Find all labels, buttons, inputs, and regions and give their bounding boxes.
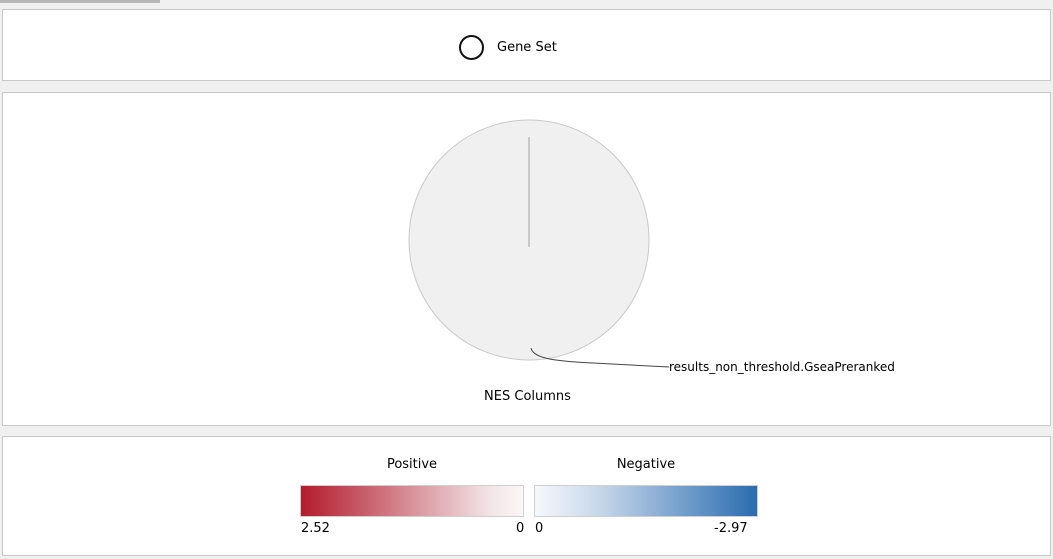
positive-min-label: 2.52 (301, 521, 330, 536)
pie-chart-svg: results_non_threshold.GseaPreranked (408, 119, 895, 374)
positive-title: Positive (386, 457, 438, 472)
window-top-strip (0, 0, 1053, 5)
color-legend-panel: Positive Negative 2.52 0 0 -2.97 (2, 436, 1051, 556)
negative-max-label: -2.97 (714, 521, 748, 536)
circle-node-icon (459, 34, 484, 60)
slice-label: results_non_threshold.GseaPreranked (669, 360, 895, 374)
negative-gradient-bar (534, 485, 758, 517)
slice-leader-line (530, 347, 670, 368)
gene-set-legend: Gene Set (459, 32, 557, 62)
gene-set-label: Gene Set (497, 39, 557, 55)
clipped-title-bar (0, 0, 160, 3)
positive-gradient-bar (300, 485, 524, 517)
pie-chart-panel: results_non_threshold.GseaPreranked NES … (2, 92, 1051, 426)
node-legend-panel: Gene Set (2, 9, 1051, 81)
nes-columns-title: NES Columns (484, 389, 571, 404)
negative-min-label: 0 (535, 521, 544, 536)
positive-max-label: 0 (516, 521, 525, 536)
negative-title: Negative (616, 457, 676, 472)
